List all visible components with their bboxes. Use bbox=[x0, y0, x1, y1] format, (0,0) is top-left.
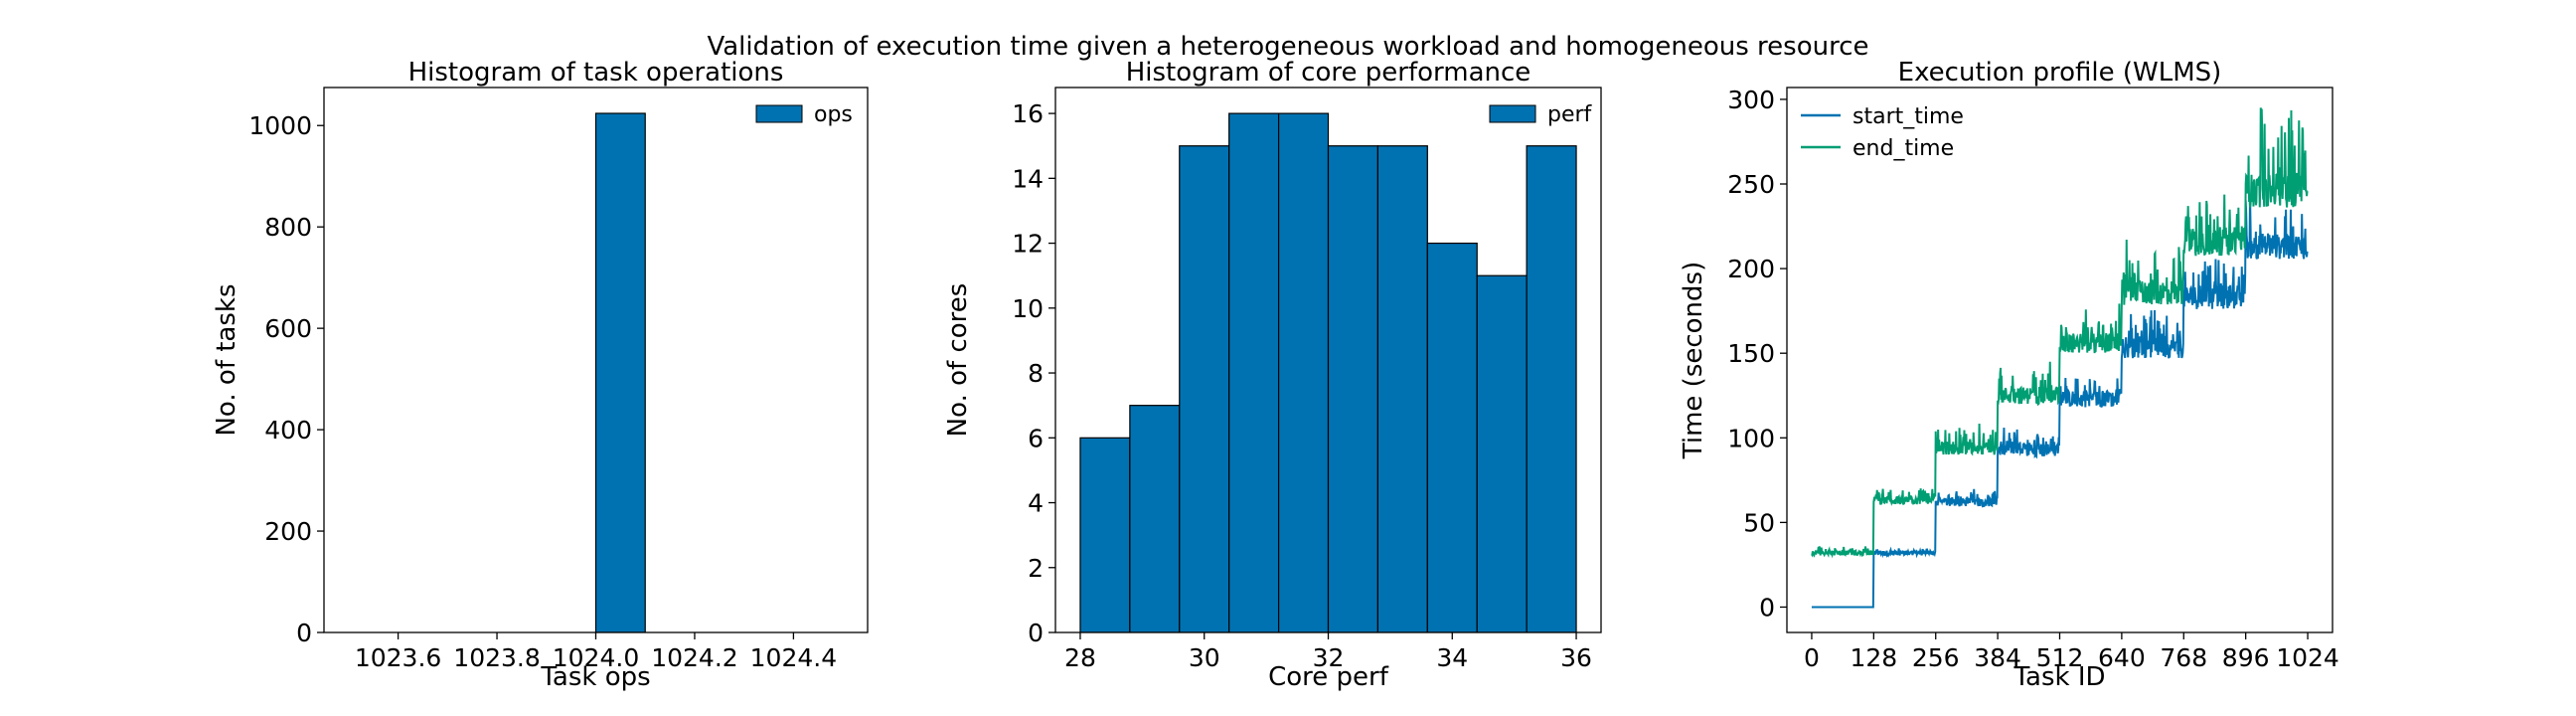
x-tick-label: 30 bbox=[1189, 643, 1220, 672]
legend-label: start_time bbox=[1852, 104, 1964, 129]
chart-title: Histogram of task operations bbox=[408, 58, 784, 88]
x-tick-label: 1023.6 bbox=[355, 643, 441, 672]
plot-area bbox=[1811, 107, 2309, 609]
x-tick-label: 0 bbox=[1804, 643, 1820, 672]
y-tick-label: 600 bbox=[264, 314, 312, 343]
legend-label: end_time bbox=[1852, 136, 1954, 161]
y-tick-label: 2 bbox=[1028, 554, 1044, 583]
histogram-bar bbox=[1327, 145, 1379, 632]
y-tick-label: 150 bbox=[1727, 339, 1775, 368]
y-tick-label: 250 bbox=[1727, 170, 1775, 199]
y-axis-label: No. of cores bbox=[943, 283, 973, 438]
plot-area bbox=[594, 112, 646, 632]
histogram-bar bbox=[1426, 242, 1478, 632]
y-tick-label: 8 bbox=[1028, 359, 1044, 388]
y-tick-label: 10 bbox=[1012, 294, 1044, 323]
histogram-bar bbox=[1079, 437, 1131, 632]
x-tick-label: 1024.4 bbox=[750, 643, 837, 672]
legend-swatch bbox=[1489, 104, 1536, 123]
legend-label: ops bbox=[814, 102, 853, 127]
y-tick-label: 200 bbox=[264, 517, 312, 546]
x-tick-label: 1024.0 bbox=[553, 643, 639, 672]
histogram-bar bbox=[1376, 145, 1428, 632]
x-tick-label: 256 bbox=[1912, 643, 1960, 672]
x-tick-label: 32 bbox=[1313, 643, 1345, 672]
x-tick-label: 34 bbox=[1436, 643, 1468, 672]
y-tick-label: 800 bbox=[264, 213, 312, 242]
x-tick-label: 28 bbox=[1064, 643, 1096, 672]
x-axis-label: Task ID bbox=[2012, 662, 2105, 692]
y-tick-label: 16 bbox=[1012, 99, 1044, 128]
histogram-bar bbox=[1179, 145, 1230, 632]
histogram-bar bbox=[1129, 405, 1181, 632]
series-line-start_time bbox=[1811, 195, 2309, 609]
x-tick-label: 768 bbox=[2160, 643, 2207, 672]
y-axis-label: No. of tasks bbox=[212, 283, 242, 436]
y-tick-label: 400 bbox=[264, 416, 312, 445]
x-tick-label: 1024.2 bbox=[651, 643, 737, 672]
legend-label: perf bbox=[1547, 102, 1593, 127]
series-line-end_time bbox=[1811, 107, 2309, 559]
y-tick-label: 14 bbox=[1012, 164, 1044, 193]
figure-title: Validation of execution time given a het… bbox=[707, 32, 1868, 62]
y-tick-label: 4 bbox=[1028, 489, 1044, 518]
y-tick-label: 0 bbox=[1028, 619, 1044, 647]
y-axis-label: Time (seconds) bbox=[1679, 262, 1708, 459]
x-tick-label: 640 bbox=[2098, 643, 2146, 672]
histogram-bar bbox=[1228, 112, 1280, 632]
y-tick-label: 300 bbox=[1727, 86, 1775, 114]
x-tick-label: 36 bbox=[1560, 643, 1592, 672]
x-tick-label: 1024 bbox=[2276, 643, 2339, 672]
x-axis-label: Task ops bbox=[540, 662, 650, 692]
x-tick-label: 128 bbox=[1850, 643, 1897, 672]
y-tick-label: 50 bbox=[1743, 508, 1775, 537]
y-tick-label: 12 bbox=[1012, 230, 1044, 259]
chart-execution-profile: Execution profile (WLMS) Task ID Time (sec… bbox=[1679, 58, 2339, 692]
histogram-bar bbox=[1476, 274, 1528, 632]
histogram-bar bbox=[1277, 112, 1330, 632]
chart-core-perf-histogram: Histogram of core performance Core perf No… bbox=[943, 58, 1602, 692]
x-tick-label: 512 bbox=[2036, 643, 2084, 672]
x-tick-label: 384 bbox=[1974, 643, 2021, 672]
chart-title: Execution profile (WLMS) bbox=[1898, 58, 2222, 88]
x-tick-label: 1023.8 bbox=[453, 643, 540, 672]
plot-area bbox=[1079, 112, 1577, 632]
y-tick-label: 1000 bbox=[248, 111, 312, 140]
chart-title: Histogram of core performance bbox=[1126, 58, 1531, 88]
legend-swatch bbox=[755, 104, 803, 123]
histogram-bar bbox=[1526, 145, 1577, 632]
y-tick-label: 0 bbox=[296, 619, 312, 647]
x-axis-label: Core perf bbox=[1268, 662, 1389, 692]
y-tick-label: 100 bbox=[1727, 424, 1775, 452]
y-tick-label: 6 bbox=[1028, 424, 1044, 452]
y-tick-label: 0 bbox=[1759, 593, 1775, 622]
chart-task-ops-histogram: Histogram of task operations Task ops No. … bbox=[212, 58, 869, 692]
histogram-bar bbox=[594, 112, 646, 632]
y-tick-label: 200 bbox=[1727, 255, 1775, 283]
x-tick-label: 896 bbox=[2222, 643, 2270, 672]
